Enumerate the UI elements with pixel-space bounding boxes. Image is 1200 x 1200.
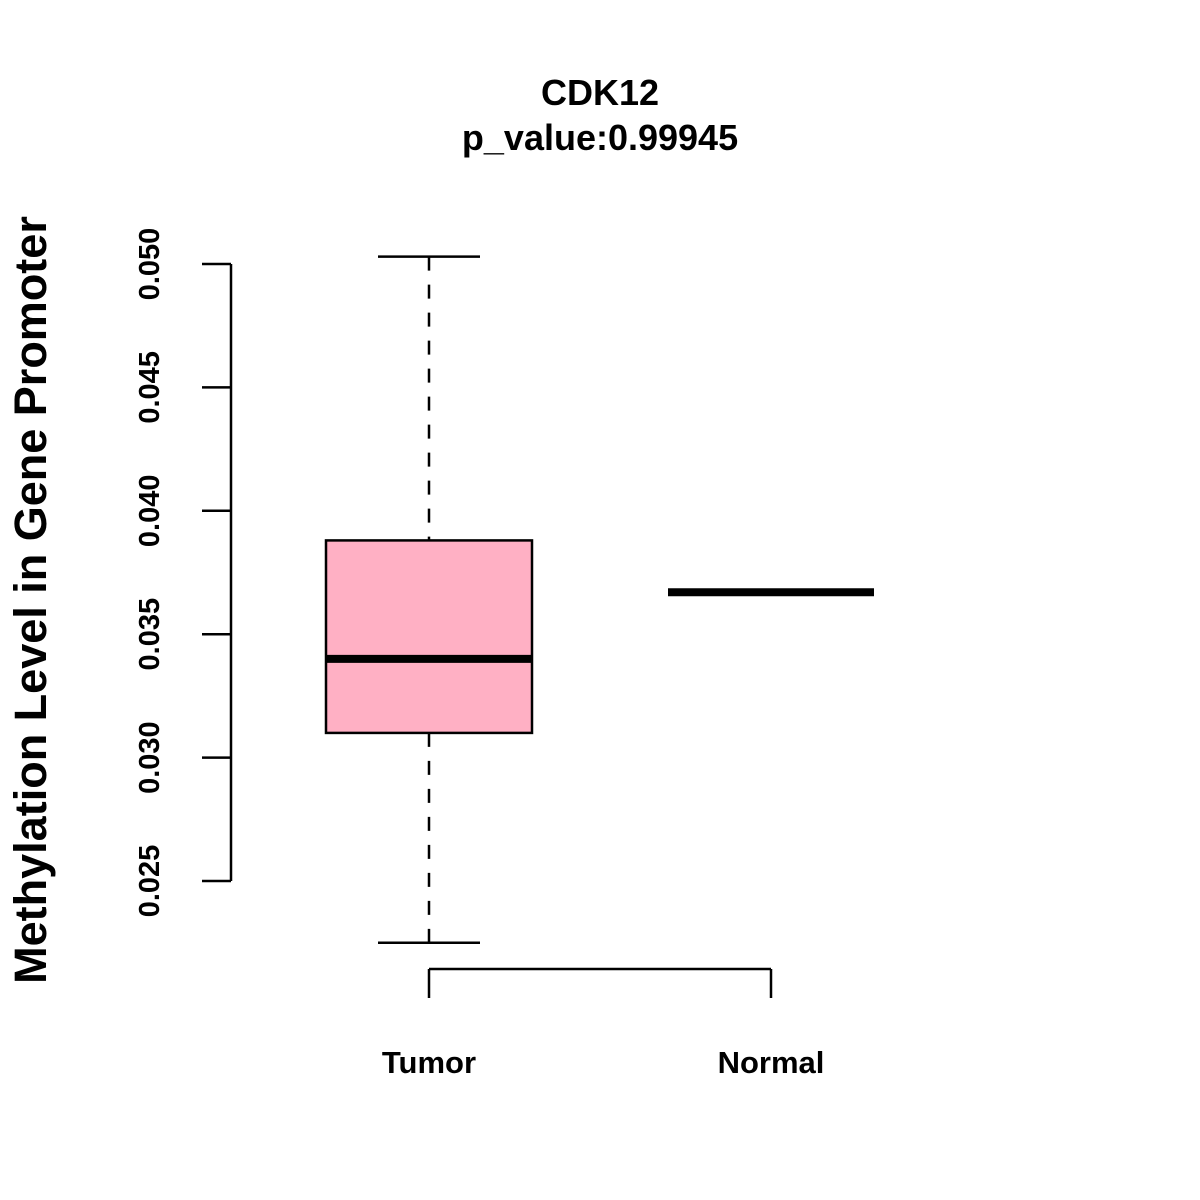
x-axis: Tumor Normal [382, 967, 825, 1080]
y-tick-label: 0.030 [134, 721, 166, 794]
x-tick-label-tumor: Tumor [382, 1045, 476, 1080]
box-iqr [324, 539, 534, 735]
y-tick-label: 0.040 [134, 475, 166, 548]
y-tick-label: 0.045 [134, 351, 166, 424]
boxes-group [324, 255, 874, 944]
y-axis: 0.025 0.030 0.035 0.040 0.045 0.050 [134, 228, 233, 918]
box-tumor [324, 255, 534, 944]
y-tick-label: 0.025 [134, 845, 166, 918]
chart-title: CDK12 [541, 72, 659, 113]
x-tick-label-normal: Normal [718, 1045, 825, 1080]
y-tick-label: 0.035 [134, 598, 166, 671]
y-axis-label: Methylation Level in Gene Promoter [5, 216, 56, 984]
y-tick-label: 0.050 [134, 228, 166, 301]
chart-subtitle: p_value:0.99945 [462, 117, 738, 158]
